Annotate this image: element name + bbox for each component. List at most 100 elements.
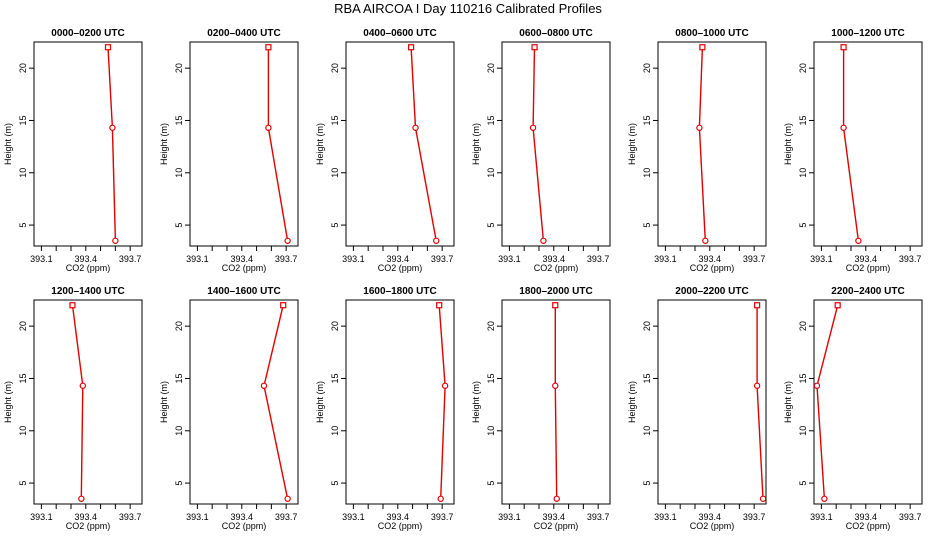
x-tick-label: 393.1: [654, 512, 677, 522]
data-point: [280, 302, 287, 309]
x-tick-label: 393.1: [342, 254, 365, 264]
data-point: [754, 302, 761, 309]
x-tick-label: 393.4: [855, 512, 878, 522]
y-tick-label: 10: [174, 168, 184, 178]
data-point: [284, 237, 291, 244]
data-point: [753, 382, 761, 389]
data-point: [265, 124, 272, 131]
profile-line: [756, 305, 764, 499]
panel-title: 0200–0400 UTC: [207, 28, 280, 39]
y-tick-label: 15: [642, 373, 652, 383]
x-tick-label: 393.1: [810, 254, 833, 264]
x-tick-label: 393.7: [119, 254, 142, 264]
x-tick-label: 393.4: [855, 254, 878, 264]
panels-grid: 0000–0200 UTC 393.1 393.4 393.7 CO2 (ppm) 5 10…: [3, 28, 923, 531]
x-tick-label: 393.1: [186, 512, 209, 522]
panel-title: 0800–1000 UTC: [675, 28, 748, 39]
data-point: [260, 382, 268, 389]
y-tick-label: 10: [18, 426, 28, 436]
profile-line: [107, 47, 117, 241]
y-tick-label: 15: [174, 115, 184, 125]
y-tick-label: 15: [486, 115, 496, 125]
y-tick-label: 20: [642, 63, 652, 73]
x-tick-label: 393.1: [810, 512, 833, 522]
panel-title: 2000–2200 UTC: [675, 286, 748, 297]
data-point: [821, 495, 828, 502]
data-point: [552, 302, 559, 309]
x-tick-label: 393.4: [699, 512, 722, 522]
profile-panel: 1600–1800 UTC 393.1 393.4 393.7 CO2 (ppm) 5 10…: [315, 286, 455, 531]
panel-title: 0000–0200 UTC: [51, 28, 124, 39]
y-tick-label: 20: [174, 63, 184, 73]
x-tick-label: 393.7: [119, 512, 142, 522]
plot-frame: [501, 299, 611, 505]
y-axis-label: Height (m): [783, 381, 793, 423]
profile-line: [698, 47, 706, 241]
profile-panel: 1000–1200 UTC 393.1 393.4 393.7 CO2 (ppm) 5 10…: [783, 28, 923, 273]
profile-panel: 2000–2200 UTC 393.1 393.4 393.7 CO2 (ppm) 5 10…: [627, 286, 767, 531]
y-tick-label: 10: [642, 168, 652, 178]
data-point: [112, 237, 119, 244]
x-axis-label: CO2 (ppm): [534, 521, 579, 531]
y-axis-label: Height (m): [627, 123, 637, 165]
panel-title: 0400–0600 UTC: [363, 28, 436, 39]
data-point: [834, 302, 841, 309]
y-tick-label: 10: [798, 168, 808, 178]
x-axis-label: CO2 (ppm): [846, 263, 891, 273]
x-tick-label: 393.7: [587, 512, 610, 522]
y-tick-label: 20: [18, 321, 28, 331]
plot-frame: [33, 299, 143, 505]
panel-title: 1800–2000 UTC: [519, 286, 592, 297]
data-point: [265, 44, 272, 51]
data-point: [412, 124, 419, 131]
y-tick-label: 15: [330, 373, 340, 383]
profile-panel: 1400–1600 UTC 393.1 393.4 393.7 CO2 (ppm) 5 10…: [159, 286, 299, 531]
panel-title: 2200–2400 UTC: [831, 286, 904, 297]
y-axis-label: Height (m): [471, 381, 481, 423]
data-point: [79, 382, 87, 389]
x-tick-label: 393.1: [186, 254, 209, 264]
plot-frame: [33, 41, 143, 247]
plot-frame: [813, 41, 923, 247]
y-tick-label: 15: [798, 373, 808, 383]
plot-frame: [657, 299, 767, 505]
data-point: [696, 124, 703, 131]
x-tick-label: 393.1: [342, 512, 365, 522]
profile-line: [267, 47, 289, 241]
data-point: [840, 44, 847, 51]
profile-panel: 0600–0800 UTC 393.1 393.4 393.7 CO2 (ppm) 5 10…: [471, 28, 611, 273]
y-tick-label: 20: [798, 63, 808, 73]
profile-panel: 0400–0600 UTC 393.1 393.4 393.7 CO2 (ppm) 5 10…: [315, 28, 455, 273]
panel-title: 1000–1200 UTC: [831, 28, 904, 39]
profile-line: [816, 305, 839, 499]
y-tick-label: 15: [18, 373, 28, 383]
plot-frame: [345, 299, 455, 505]
y-tick-label: 10: [798, 426, 808, 436]
y-tick-label: 15: [798, 115, 808, 125]
y-tick-label: 5: [174, 223, 184, 228]
data-point: [840, 124, 847, 131]
x-tick-label: 393.7: [899, 254, 922, 264]
y-axis-label: Height (m): [627, 381, 637, 423]
data-point: [552, 382, 559, 389]
y-tick-label: 20: [18, 63, 28, 73]
y-tick-label: 5: [642, 223, 652, 228]
y-tick-label: 20: [330, 63, 340, 73]
y-tick-label: 20: [486, 321, 496, 331]
x-axis-label: CO2 (ppm): [690, 521, 735, 531]
data-point: [78, 495, 85, 502]
y-tick-label: 5: [18, 223, 28, 228]
y-axis-label: Height (m): [315, 123, 325, 165]
y-tick-label: 5: [330, 223, 340, 228]
x-tick-label: 393.4: [75, 254, 98, 264]
profile-line: [263, 305, 289, 499]
y-axis-label: Height (m): [3, 123, 13, 165]
x-tick-label: 393.1: [30, 254, 53, 264]
y-tick-label: 5: [18, 481, 28, 486]
profile-panel: 0200–0400 UTC 393.1 393.4 393.7 CO2 (ppm) 5 10…: [159, 28, 299, 273]
x-axis-label: CO2 (ppm): [66, 263, 111, 273]
data-point: [284, 495, 291, 502]
x-tick-label: 393.4: [543, 254, 566, 264]
data-point: [759, 495, 767, 502]
